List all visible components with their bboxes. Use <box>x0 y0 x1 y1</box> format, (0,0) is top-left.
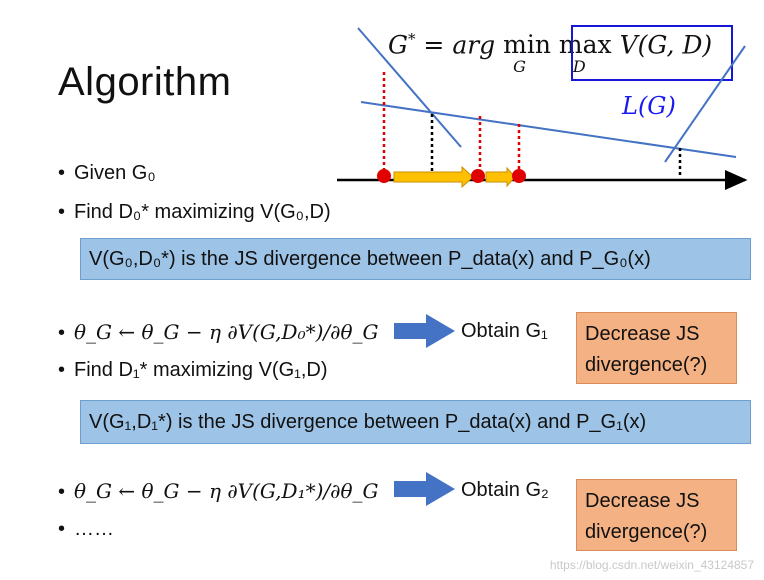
max-highlight-box <box>571 25 733 81</box>
step-arrow-2 <box>485 166 516 188</box>
g0-point <box>377 169 391 183</box>
decrease-js-note-1: Decrease JS divergence(?) <box>576 312 737 384</box>
bullet-update-1: • θ_G ← θ_G − η ∂V(G,D₀*)/∂θ_G <box>58 320 379 344</box>
decrease-js-note-2: Decrease JS divergence(?) <box>576 479 737 551</box>
loss-label: L(G) <box>622 92 676 120</box>
obtain-g2: Obtain G₂ <box>461 479 549 501</box>
watermark: https://blog.csdn.net/weixin_43124857 <box>549 558 754 572</box>
bullet-find-d1: • Find D₁* maximizing V(G₁,D) <box>58 359 328 381</box>
js-divergence-bar-2: V(G₁,D₁*) is the JS divergence between P… <box>80 400 751 444</box>
steep-line-right <box>664 45 746 163</box>
bullet-ellipsis: •…… <box>58 518 114 540</box>
steep-line-left <box>357 27 462 148</box>
obtain-arrow-1 <box>394 314 455 348</box>
bullet-find-d0: • Find D₀* maximizing V(G₀,D) <box>58 201 331 223</box>
shallow-line <box>360 101 737 158</box>
obtain-g1: Obtain G₁ <box>461 320 548 342</box>
step-arrow-1 <box>393 165 474 189</box>
js-divergence-bar-1: V(G₀,D₀*) is the JS divergence between P… <box>80 238 751 280</box>
obtain-arrow-2 <box>394 472 455 506</box>
objective-formula: G* = arg min G max D V(G, D) <box>388 30 713 77</box>
slide-title: Algorithm <box>58 60 232 104</box>
g1-point <box>471 169 485 183</box>
bullet-given-g0: • Given G₀ <box>58 162 156 184</box>
bullet-update-2: • θ_G ← θ_G − η ∂V(G,D₁*)/∂θ_G <box>58 479 379 503</box>
g2-point <box>512 169 526 183</box>
